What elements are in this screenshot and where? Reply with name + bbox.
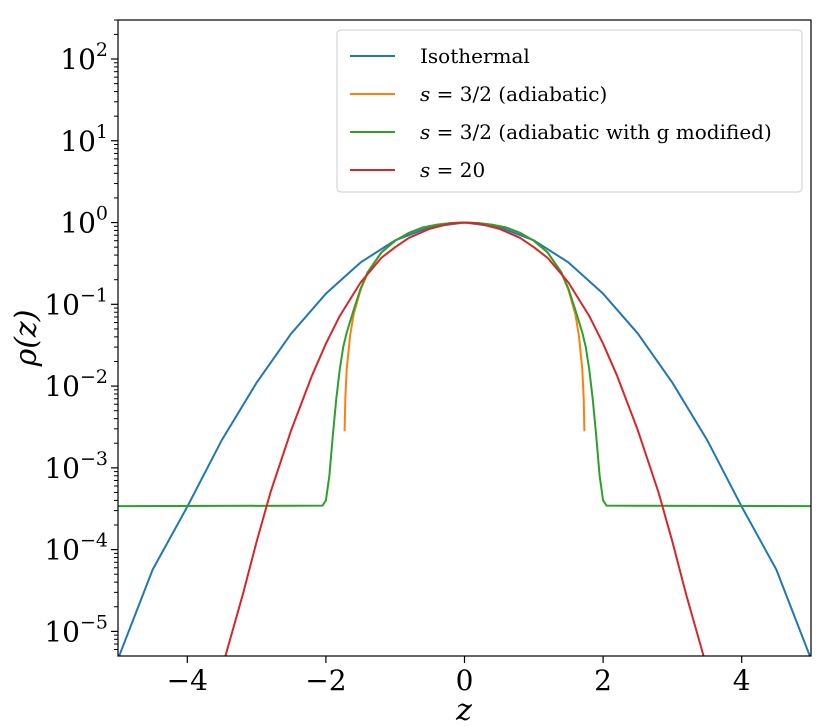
series-group (118, 221, 811, 656)
legend-text-part: Isothermal (420, 44, 530, 68)
y-tick-base: 10 (60, 125, 96, 158)
y-tick-label: 100 (60, 203, 108, 240)
x-tick-label: 0 (456, 664, 474, 697)
y-tick-exponent: −3 (80, 448, 108, 470)
y-tick-base: 10 (44, 452, 80, 485)
y-tick-exponent: −4 (80, 530, 108, 552)
y-tick-base: 10 (44, 615, 80, 648)
y-tick-exponent: 0 (96, 203, 108, 225)
legend-text-part: = 3/2 (adiabatic) (430, 82, 607, 106)
y-tick-exponent: 2 (96, 39, 108, 61)
legend-label-1: s = 3/2 (adiabatic) (420, 82, 607, 106)
legend-text-part: = 20 (430, 158, 485, 182)
legend-text-part: s (420, 82, 430, 106)
y-tick-label: 10−1 (44, 284, 108, 321)
y-tick-label: 101 (60, 121, 108, 158)
y-tick-base: 10 (44, 534, 80, 567)
y-tick-label: 10−5 (44, 611, 108, 648)
legend-box (336, 29, 803, 193)
series-line-0 (118, 221, 811, 656)
legend-text-part: s (420, 158, 430, 182)
y-tick-label: 102 (60, 39, 108, 76)
x-axis-label: z (455, 693, 472, 727)
y-axis-label: ρ(z) (9, 310, 44, 368)
y-tick-exponent: −5 (80, 611, 108, 633)
legend-text-part: s (420, 120, 430, 144)
legend-label-2: s = 3/2 (adiabatic with g modified) (420, 120, 772, 144)
y-tick-label: 10−4 (44, 530, 108, 567)
x-tick-label: 2 (594, 664, 612, 697)
legend-text-part: = 3/2 (adiabatic with g modified) (430, 120, 772, 144)
y-tick-base: 10 (60, 207, 96, 240)
legend-label-0: Isothermal (420, 44, 530, 68)
y-tick-base: 10 (44, 288, 80, 321)
y-tick-exponent: −2 (80, 366, 108, 388)
y-tick-exponent: −1 (80, 284, 108, 306)
x-tick-label: −2 (305, 664, 346, 697)
x-tick-label: −4 (167, 664, 208, 697)
series-line-3 (224, 221, 705, 656)
x-ticks: −4 −2 0 2 4 (167, 656, 751, 697)
y-tick-base: 10 (60, 43, 96, 76)
y-tick-base: 10 (44, 370, 80, 403)
y-tick-label: 10−3 (44, 448, 108, 485)
y-tick-label: 10−2 (44, 366, 108, 403)
y-tick-exponent: 1 (96, 121, 108, 143)
series-line-2 (118, 221, 811, 508)
x-tick-label: 4 (733, 664, 751, 697)
legend-label-3: s = 20 (420, 158, 485, 182)
